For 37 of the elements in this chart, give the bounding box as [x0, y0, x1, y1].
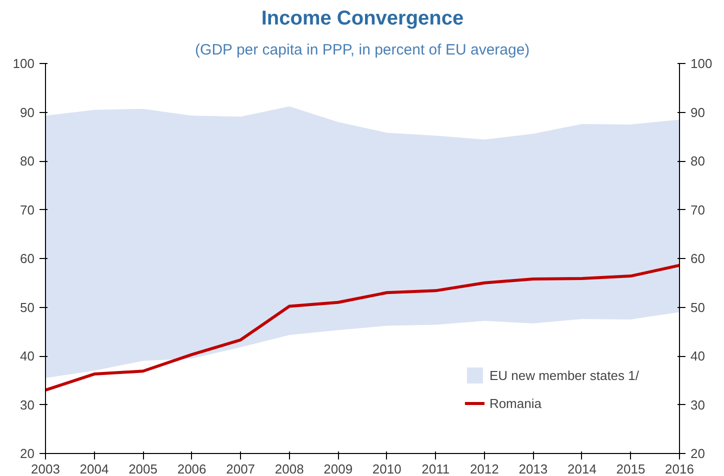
x-tick-label: 2009 — [324, 462, 353, 476]
y2-tick-label: 30 — [690, 397, 705, 412]
y2-tick-label: 70 — [690, 202, 705, 218]
x-tick-label: 2003 — [31, 462, 60, 476]
y2-tick-label: 40 — [690, 348, 705, 364]
y-tick-label: 30 — [20, 397, 35, 412]
x-tick-label: 2007 — [226, 462, 256, 476]
y-tick-label: 80 — [20, 154, 35, 168]
y-tick-label: 20 — [20, 446, 35, 461]
x-tick-label: 2006 — [177, 462, 206, 476]
y2-tick-label: 90 — [690, 104, 705, 120]
x-tick-label: 2014 — [568, 462, 596, 476]
x-tick-label: 2004 — [80, 462, 109, 476]
legend-label: EU new member states 1/ — [489, 368, 639, 382]
y-tick-label: 100 — [12, 56, 35, 71]
x-tick-label: 2005 — [128, 462, 158, 476]
x-tick-label: 2010 — [372, 462, 402, 476]
x-tick-label: 2013 — [518, 462, 548, 476]
x-tick-label: 2016 — [665, 462, 694, 476]
x-tick-label: 2008 — [274, 462, 304, 476]
y-tick-label: 40 — [20, 348, 35, 364]
y-tick-label: 60 — [20, 251, 35, 266]
chart-subtitle: (GDP per capita in PPP, in percent of EU average) — [195, 42, 530, 58]
y2-tick-label: 60 — [690, 251, 705, 266]
y-tick-label: 70 — [20, 202, 35, 218]
legend-label: Romania — [489, 396, 542, 410]
x-tick-label: 2012 — [470, 462, 499, 476]
y2-tick-label: 80 — [690, 154, 705, 168]
y2-tick-label: 100 — [690, 56, 712, 71]
y2-tick-label: 50 — [690, 300, 705, 315]
y-tick-label: 50 — [20, 300, 35, 315]
y-tick-label: 90 — [20, 104, 35, 120]
x-tick-label: 2011 — [422, 462, 450, 476]
x-tick-label: 2015 — [616, 462, 646, 476]
line-series — [46, 264, 680, 392]
y2-tick-label: 20 — [690, 446, 705, 461]
chart-title: Income Convergence — [261, 8, 464, 30]
